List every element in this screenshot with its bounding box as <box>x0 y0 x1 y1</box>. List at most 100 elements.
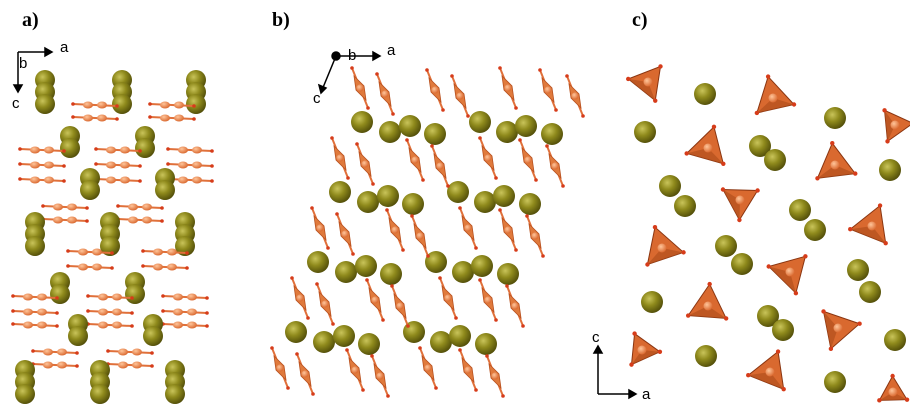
atom-small <box>115 117 119 121</box>
atom-small <box>85 219 89 223</box>
molecule <box>37 308 47 316</box>
atom <box>186 94 206 114</box>
atom-small <box>71 102 75 106</box>
atom-small <box>401 248 405 252</box>
atom-small <box>821 309 826 314</box>
molecule <box>83 114 93 122</box>
atom <box>449 325 471 347</box>
atom-small <box>286 386 290 390</box>
atom-small <box>815 176 820 181</box>
molecule <box>167 248 177 256</box>
molecule <box>118 348 128 356</box>
atom-small <box>390 284 394 288</box>
atom-small <box>421 178 425 182</box>
atom <box>424 123 446 145</box>
molecule <box>106 146 116 154</box>
atom <box>100 236 120 256</box>
atom-small <box>518 138 522 142</box>
atom <box>425 251 447 273</box>
atom-small <box>883 241 888 246</box>
molecule <box>23 308 33 316</box>
atom-small <box>375 72 379 76</box>
atom-small <box>11 322 15 326</box>
tetrahedron-face <box>756 98 795 113</box>
atom-small <box>192 117 196 121</box>
atom <box>15 384 35 404</box>
atom <box>35 94 55 114</box>
molecule <box>92 263 102 271</box>
atom-small <box>775 349 781 354</box>
atom <box>659 175 681 197</box>
atom-small <box>166 162 170 166</box>
atom-small <box>890 373 895 379</box>
atom-small <box>150 364 154 368</box>
bond <box>19 163 65 167</box>
atom-small <box>484 154 492 162</box>
bond <box>32 350 78 354</box>
bond <box>142 250 188 254</box>
atom-small <box>525 214 529 218</box>
atom-small <box>511 302 519 310</box>
axes-b <box>317 50 382 95</box>
atom-small <box>185 266 189 270</box>
atom-small <box>71 115 75 119</box>
atom-small <box>545 144 549 148</box>
atom-small <box>561 184 565 188</box>
atom-small <box>464 224 472 232</box>
atom-small <box>210 149 214 153</box>
atom-small <box>721 161 726 166</box>
atom <box>496 121 518 143</box>
atom-small <box>381 90 389 98</box>
tetrahedron-face <box>748 372 784 390</box>
bond <box>67 250 113 254</box>
molecule <box>78 263 88 271</box>
molecule <box>153 248 163 256</box>
atom-small <box>904 397 910 402</box>
atom-small <box>405 138 409 142</box>
axis-label: c <box>313 90 321 107</box>
bond <box>67 265 113 269</box>
atom <box>515 115 537 137</box>
atom-small <box>474 388 478 392</box>
tetrahedron-face <box>850 226 886 244</box>
molecule <box>43 348 53 356</box>
atom-small <box>18 162 22 166</box>
axis-arrow <box>321 55 337 91</box>
axes-a <box>12 46 54 94</box>
atom <box>749 135 771 157</box>
arrowhead <box>628 388 638 400</box>
molecule <box>44 146 54 154</box>
atom-small <box>501 394 505 398</box>
atom-small <box>115 104 119 108</box>
molecule <box>92 248 102 256</box>
molecule <box>178 176 188 184</box>
atom-small <box>370 354 374 358</box>
atom-small <box>830 140 835 146</box>
atom-small <box>94 147 98 151</box>
atom <box>674 195 696 217</box>
atom <box>143 326 163 346</box>
atom <box>859 281 881 303</box>
bond <box>95 163 141 167</box>
atom-small <box>150 351 154 355</box>
molecule <box>106 161 116 169</box>
atom-small <box>521 324 525 328</box>
bond <box>117 218 163 222</box>
molecule <box>30 176 40 184</box>
atom-small <box>684 151 689 156</box>
molecule <box>174 101 184 109</box>
tetrahedron-face <box>722 189 740 220</box>
atom-small <box>161 309 165 313</box>
molecule <box>53 203 63 211</box>
atom-small <box>55 324 59 328</box>
atom-small <box>406 324 410 328</box>
atom-small <box>791 102 797 107</box>
bond <box>142 265 188 269</box>
atom-small <box>833 323 843 333</box>
atom-small <box>755 188 760 193</box>
panel-label: c) <box>632 9 648 31</box>
bond <box>95 148 141 152</box>
atom <box>694 83 716 105</box>
atom <box>757 305 779 327</box>
atom-small <box>637 345 647 355</box>
